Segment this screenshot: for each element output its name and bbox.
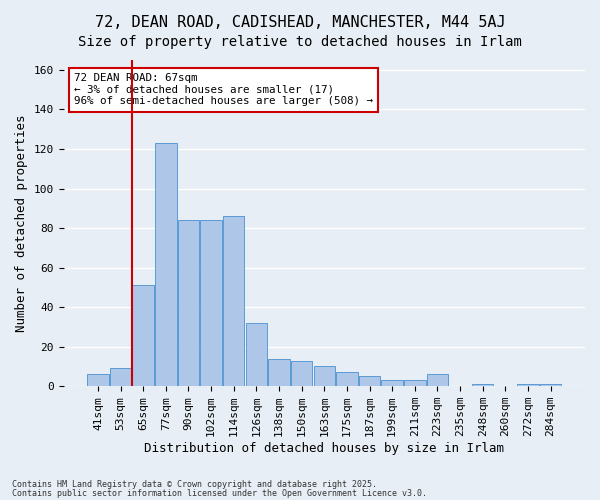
Y-axis label: Number of detached properties: Number of detached properties: [15, 114, 28, 332]
Bar: [291, 360, 313, 386]
Bar: [314, 366, 335, 386]
Bar: [336, 372, 358, 386]
Bar: [427, 374, 448, 386]
Text: Size of property relative to detached houses in Irlam: Size of property relative to detached ho…: [78, 35, 522, 49]
Text: Contains public sector information licensed under the Open Government Licence v3: Contains public sector information licen…: [12, 488, 427, 498]
Bar: [133, 286, 154, 386]
Text: Contains HM Land Registry data © Crown copyright and database right 2025.: Contains HM Land Registry data © Crown c…: [12, 480, 377, 489]
Bar: [110, 368, 131, 386]
Bar: [517, 384, 539, 386]
Bar: [382, 380, 403, 386]
Bar: [223, 216, 244, 386]
Text: 72 DEAN ROAD: 67sqm
← 3% of detached houses are smaller (17)
96% of semi-detache: 72 DEAN ROAD: 67sqm ← 3% of detached hou…: [74, 73, 373, 106]
Bar: [178, 220, 199, 386]
Bar: [472, 384, 493, 386]
Bar: [404, 380, 425, 386]
Bar: [200, 220, 222, 386]
Bar: [359, 376, 380, 386]
X-axis label: Distribution of detached houses by size in Irlam: Distribution of detached houses by size …: [144, 442, 504, 455]
Bar: [245, 323, 267, 386]
Text: 72, DEAN ROAD, CADISHEAD, MANCHESTER, M44 5AJ: 72, DEAN ROAD, CADISHEAD, MANCHESTER, M4…: [95, 15, 505, 30]
Bar: [87, 374, 109, 386]
Bar: [155, 143, 176, 386]
Bar: [268, 358, 290, 386]
Bar: [540, 384, 561, 386]
